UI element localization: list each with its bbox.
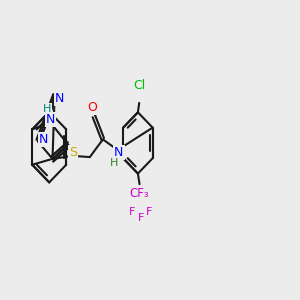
Text: Cl: Cl xyxy=(133,79,145,92)
Text: H: H xyxy=(43,104,51,114)
Text: F: F xyxy=(138,213,144,223)
Text: N: N xyxy=(39,133,48,146)
Text: F: F xyxy=(146,207,152,218)
Text: O: O xyxy=(87,101,97,114)
Text: CF₃: CF₃ xyxy=(130,187,149,200)
Text: N: N xyxy=(46,113,55,127)
Text: S: S xyxy=(70,146,77,159)
Text: N: N xyxy=(55,92,64,105)
Text: H: H xyxy=(110,158,118,168)
Text: N: N xyxy=(114,146,124,159)
Text: F: F xyxy=(129,207,136,218)
